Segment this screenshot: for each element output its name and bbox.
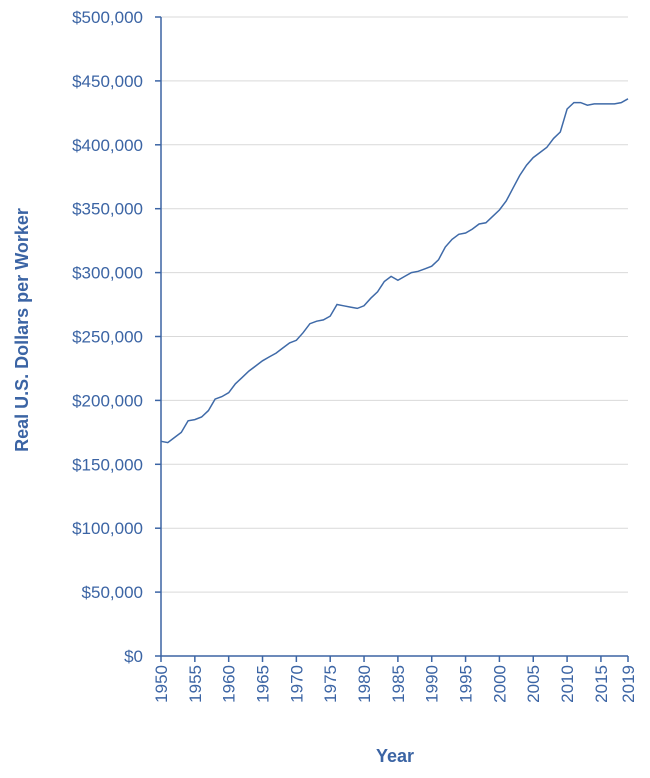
y-tick-label: $350,000 [72,200,143,219]
gridlines [161,16,628,593]
x-tick-label: 2000 [490,665,509,703]
x-tick-label: 1990 [423,665,442,703]
y-tick-label: $150,000 [72,455,143,474]
x-tick-label: 1995 [457,665,476,703]
y-tick-label: $300,000 [72,264,143,283]
y-tick-label: $250,000 [72,328,143,347]
y-axis-label: Real U.S. Dollars per Worker [12,208,32,452]
x-tick-label: 2005 [524,665,543,703]
x-tick-label: 2010 [558,665,577,703]
x-tick-label: 1950 [152,665,171,703]
x-tick-label: 1975 [321,665,340,703]
x-tick-label: 1955 [186,665,205,703]
y-tick-label: $100,000 [72,519,143,538]
y-tick-label: $200,000 [72,391,143,410]
series-line-output-per-worker [160,98,629,444]
y-tick-label: $50,000 [82,583,143,602]
y-tick-label: $450,000 [72,72,143,91]
x-tick-label: 1965 [254,665,273,703]
x-tick-label: 2015 [592,665,611,703]
x-tick-label: 1980 [355,665,374,703]
y-tick-label: $0 [124,647,143,666]
y-tick-label: $400,000 [72,136,143,155]
y-tick-label: $500,000 [72,8,143,27]
x-axis-ticks: 1950 1955 1960 1965 1970 1975 1980 1985 1990 1995… [152,656,638,703]
x-tick-label: 2019 [619,665,638,703]
x-tick-label: 1970 [287,665,306,703]
x-axis-label: Year [376,746,414,766]
x-tick-label: 1985 [389,665,408,703]
y-axis-ticks: $0 $50,000 $100,000 $150,000 $200,000 $250,00… [72,8,161,666]
x-tick-label: 1960 [220,665,239,703]
